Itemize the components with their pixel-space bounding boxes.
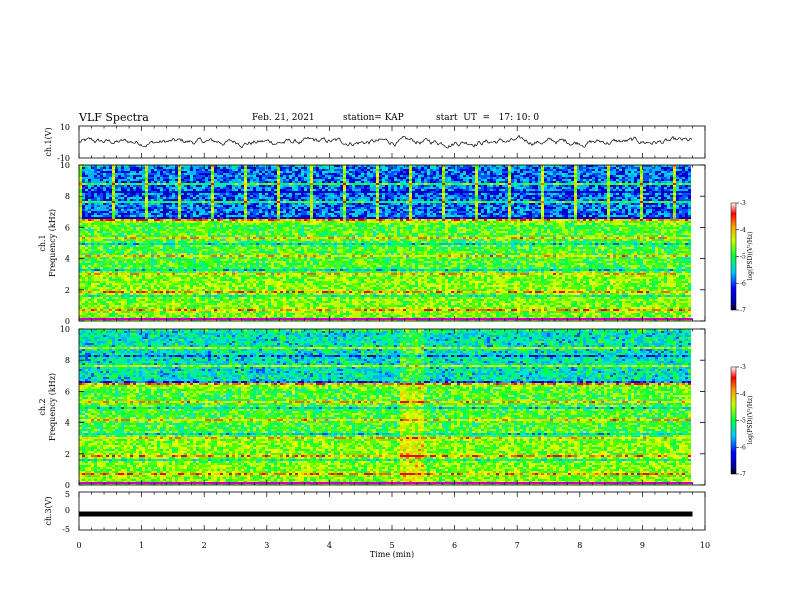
colorbar-tick-label: -4 xyxy=(740,227,746,234)
date-label: Feb. 21, 2021 xyxy=(252,113,315,123)
colorbar-tick-label: -3 xyxy=(740,200,746,207)
ytick-label: 6 xyxy=(65,387,70,396)
ch1-waveform-trace xyxy=(78,134,693,149)
xtick-label: 7 xyxy=(515,541,520,550)
ytick-label: 8 xyxy=(65,356,70,365)
xtick-label: 10 xyxy=(700,541,710,550)
xtick-label: 3 xyxy=(264,541,269,550)
ch1-spectrogram-image xyxy=(79,165,693,321)
colorbar-tick-label: -5 xyxy=(740,254,746,261)
xtick-label: 6 xyxy=(452,541,457,550)
station-label: station= KAP xyxy=(343,113,404,123)
start-time-label: start UT = 17: 10: 0 xyxy=(436,113,539,123)
xtick-label: 1 xyxy=(139,541,144,550)
xtick-label: 5 xyxy=(389,541,394,550)
low-frequency-band xyxy=(79,318,693,320)
ytick-label: 0 xyxy=(65,481,70,490)
xtick-label: 8 xyxy=(577,541,582,550)
ch3-ytick-minus5: -5 xyxy=(62,525,70,534)
ch3-ytick-5: 5 xyxy=(65,490,70,499)
ch1-colorbar: log(PSD)(V²/Hz) -3 -4 -5 -6 -7 xyxy=(730,200,754,314)
ytick-label: 2 xyxy=(65,286,70,295)
ch2-ylabel: Frequency (kHz) xyxy=(48,373,57,441)
x-axis-ticks xyxy=(78,126,706,530)
colorbar-tick-label: -4 xyxy=(740,391,746,398)
colorbar-tick-label: -6 xyxy=(740,280,746,287)
ch1-ylabel-top: ch.1 xyxy=(38,234,47,251)
colorbar-tick-label: -3 xyxy=(740,364,746,371)
figure-title: VLF Spectra xyxy=(79,111,149,124)
ch3-waveform-panel: 5 0 -5 ch.3(V) xyxy=(44,490,706,534)
colorbar-tick-label: -5 xyxy=(740,418,746,425)
ytick-label: 10 xyxy=(60,161,70,170)
low-frequency-band xyxy=(79,482,693,484)
ch2-ylabel-top: ch.2 xyxy=(38,398,47,415)
xtick-label: 4 xyxy=(327,541,332,550)
ch2-spectrogram-image xyxy=(79,329,693,485)
ch1-colorbar-label: log(PSD)(V²/Hz) xyxy=(747,232,754,281)
xtick-label: 2 xyxy=(202,541,207,550)
ch3-waveform-trace xyxy=(79,511,693,517)
ytick-label: 10 xyxy=(60,325,70,334)
ch1-ylabel: Frequency (kHz) xyxy=(48,209,57,277)
xtick-label: 0 xyxy=(76,541,81,550)
colorbar-tick-label: -6 xyxy=(740,444,746,451)
colorbar-tick-label: -7 xyxy=(740,307,746,314)
ytick-label: 4 xyxy=(65,419,70,428)
ch1-spectrogram-panel: 0 2 4 6 8 10 ch.1 Frequency (kHz) xyxy=(38,161,706,326)
ch3-waveform-frame xyxy=(78,491,706,531)
x-axis-label: Time (min) xyxy=(370,550,414,559)
ytick-label: 4 xyxy=(65,255,70,264)
ch3-ylabel: ch.3(V) xyxy=(44,496,53,525)
ch2-colorbar-gradient xyxy=(730,366,737,475)
colorbar-tick-label: -7 xyxy=(740,471,746,478)
ytick-label: 6 xyxy=(65,223,70,232)
ch1-ytick-bottom: -10 xyxy=(57,154,70,163)
ch2-colorbar: log(PSD)(V²/Hz) -3 -4 -5 -6 -7 xyxy=(730,364,754,478)
xtick-label: 9 xyxy=(640,541,645,550)
ch1-waveform-panel: 10 -10 ch.1(V) xyxy=(44,123,706,163)
ch1-ytick-top: 10 xyxy=(60,123,70,132)
ch3-ytick-0: 0 xyxy=(65,506,70,515)
x-axis-tick-labels: 0 1 2 3 4 5 6 7 8 9 10 xyxy=(76,541,710,550)
ytick-label: 2 xyxy=(65,450,70,459)
ch2-spectrogram-panel: 0 2 4 6 8 10 ch.2 Frequency (kHz) xyxy=(38,325,706,490)
ch1-ylabel: ch.1(V) xyxy=(44,127,53,156)
ytick-label: 0 xyxy=(65,317,70,326)
ch1-colorbar-gradient xyxy=(730,202,737,311)
ch2-colorbar-label: log(PSD)(V²/Hz) xyxy=(747,396,754,445)
ytick-label: 8 xyxy=(65,192,70,201)
